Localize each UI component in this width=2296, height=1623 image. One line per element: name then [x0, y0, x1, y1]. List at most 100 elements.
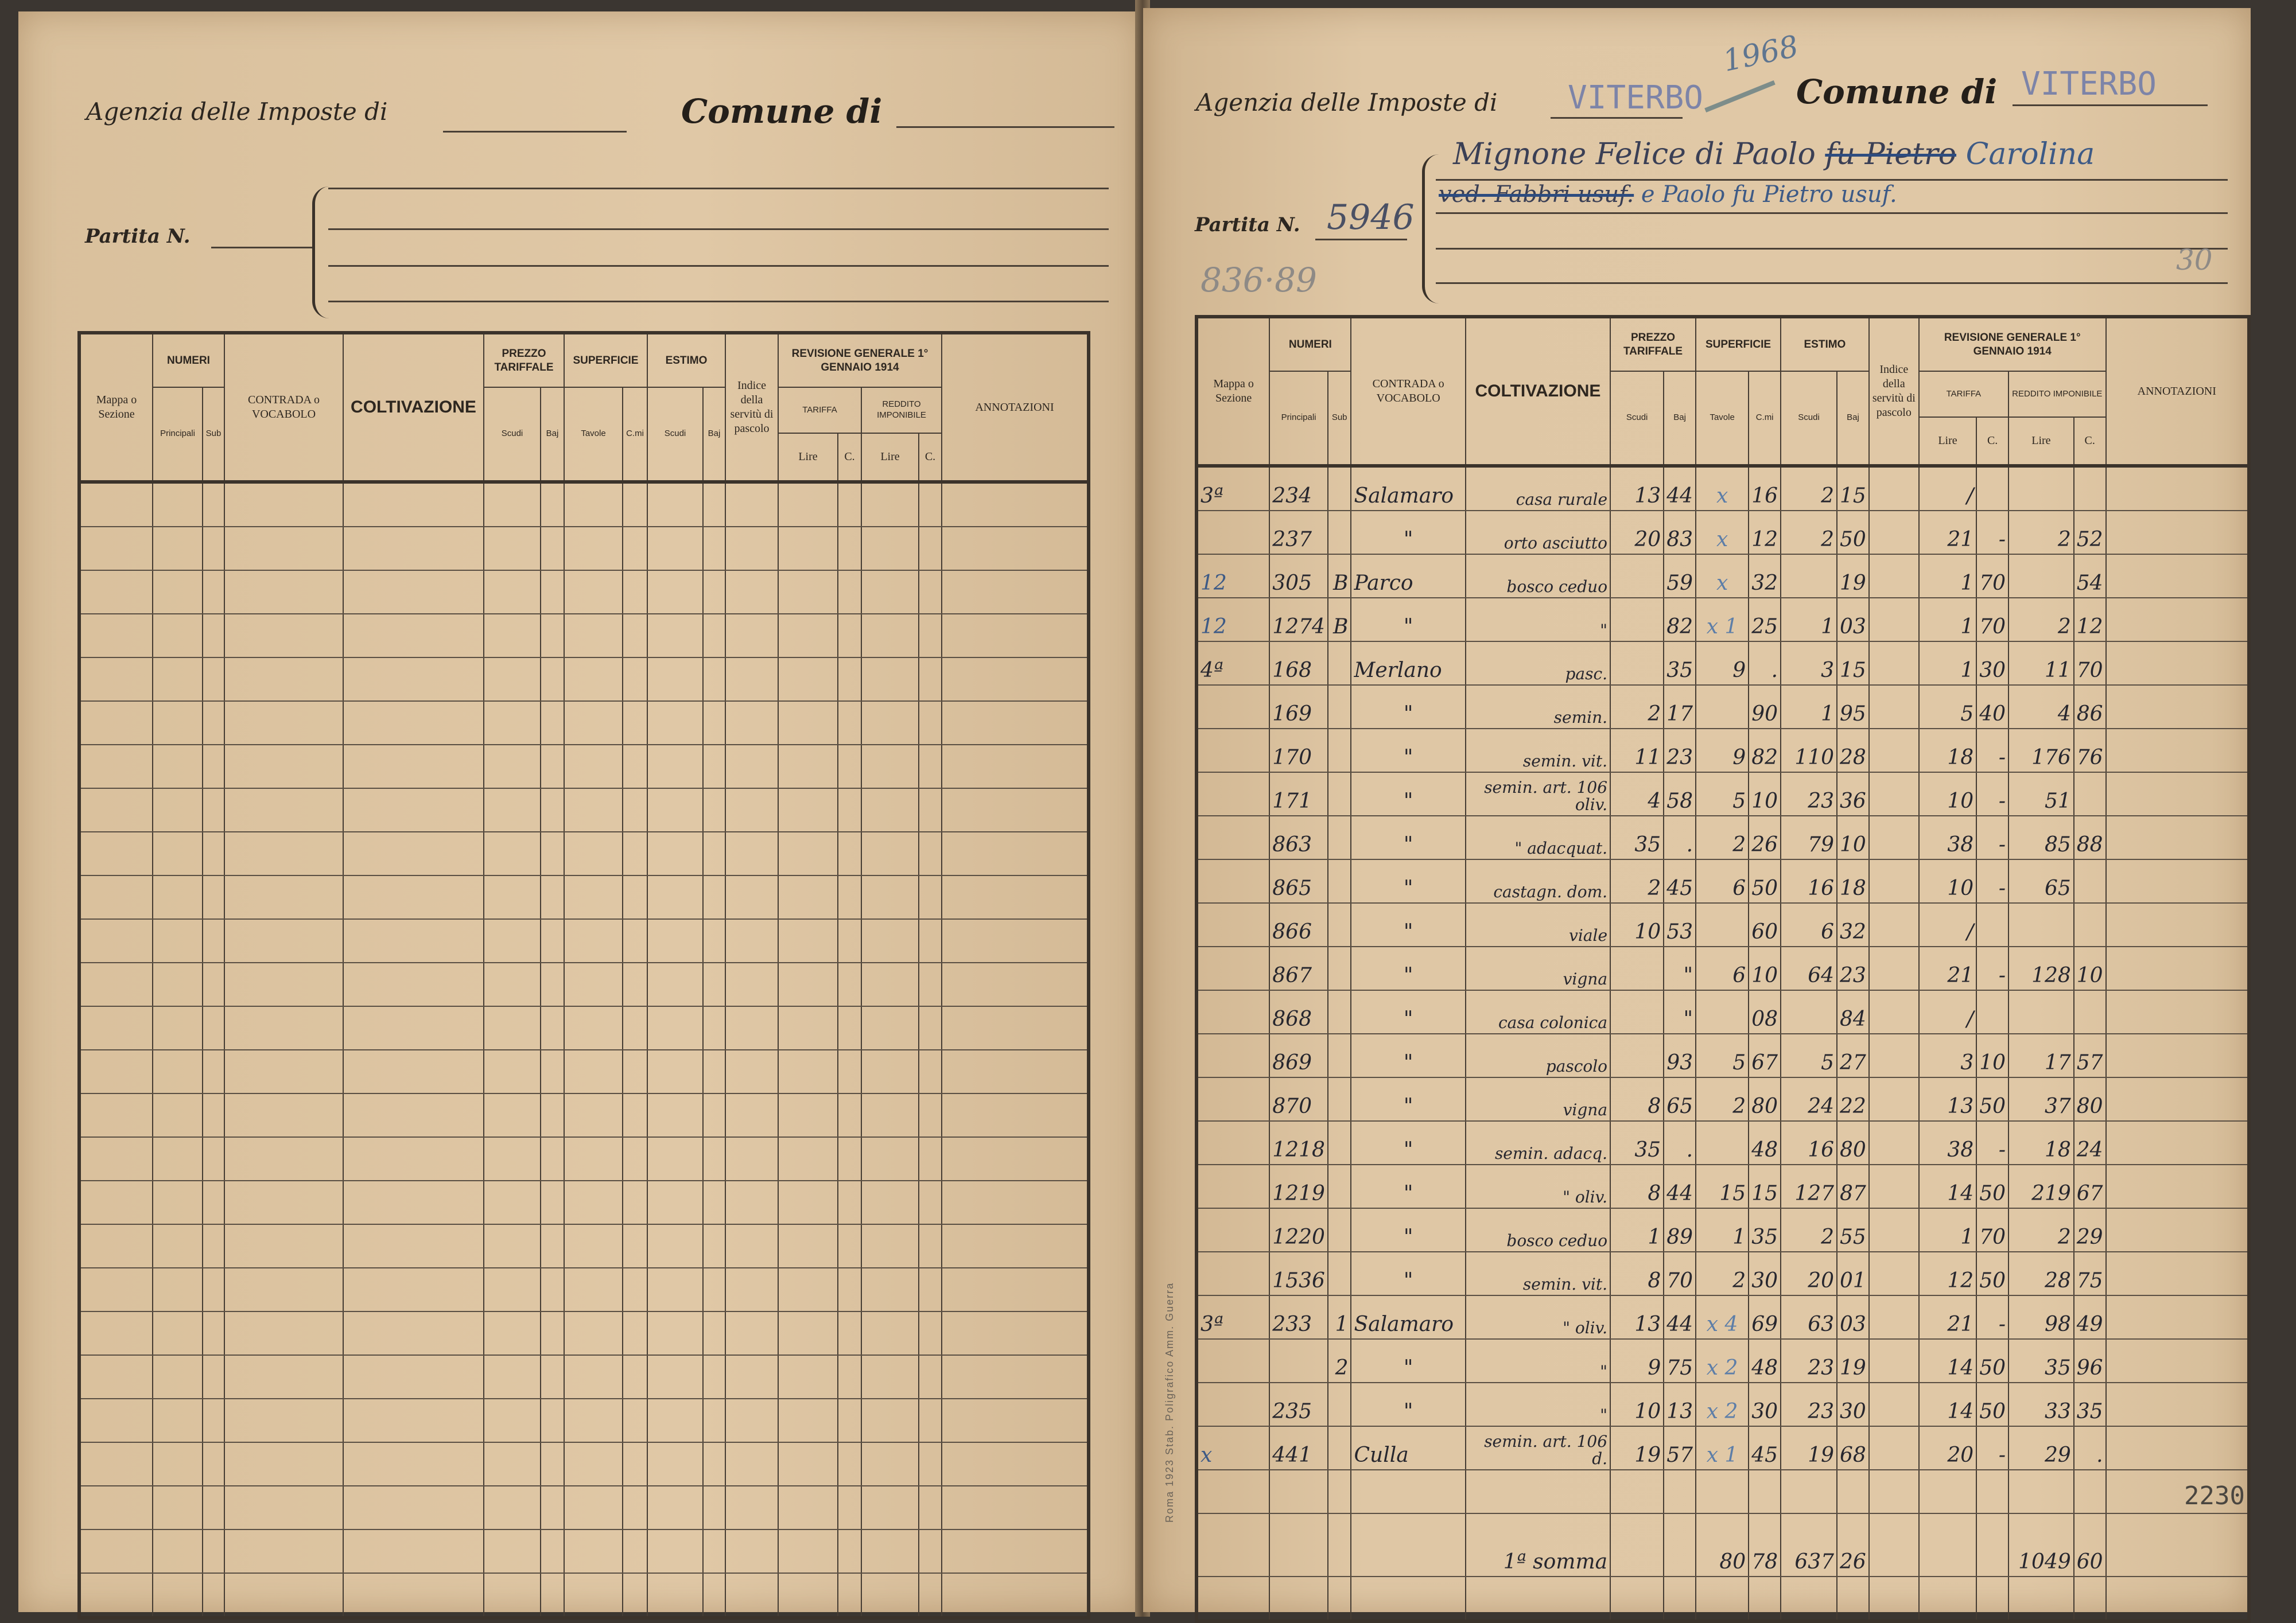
cell-contrada: " — [1350, 990, 1466, 1034]
cell-mappa — [79, 1355, 153, 1399]
cell-s_cmi — [622, 482, 648, 527]
cell-r_c: 54 — [2073, 554, 2107, 598]
cell-principale — [152, 1093, 203, 1138]
cell-s_tavole: 5 — [1695, 1034, 1750, 1078]
cell-e_baj — [702, 745, 726, 789]
cell-s_cmi — [622, 919, 648, 963]
cell-s_tavole — [564, 1311, 623, 1356]
cell-contrada — [224, 1093, 344, 1138]
cell-s_cmi — [622, 657, 648, 702]
comune-field-line — [896, 126, 1114, 128]
cell-mappa — [79, 1137, 153, 1181]
cell-t_lire: 20 — [1918, 1426, 1978, 1470]
old-reference-note: 836·89 — [1201, 260, 1317, 299]
cell-e_scudi: 24 — [1780, 1077, 1838, 1122]
cell-s_cmi — [622, 1224, 648, 1268]
cell-s_tavole: 6 — [1695, 859, 1750, 904]
cell-principale — [152, 963, 203, 1007]
cell-annotazioni — [2105, 772, 2250, 816]
cell-contrada: " — [1350, 816, 1466, 860]
cell-r_c — [2073, 990, 2107, 1034]
cell-s_tavole: x 2 — [1695, 1339, 1750, 1383]
cell-e_scudi: 16 — [1780, 1121, 1838, 1165]
cell-principale — [152, 1311, 203, 1356]
cell-indice — [725, 1529, 779, 1574]
cell-p_scudi — [483, 1050, 541, 1094]
cell-r_lire — [861, 1311, 919, 1356]
cell-r_c: 96 — [2073, 1339, 2107, 1383]
cell-annotazioni — [2105, 685, 2250, 729]
cell-r_lire: 98 — [2008, 1295, 2074, 1340]
cell-e_baj — [702, 701, 726, 745]
cell-t_lire: 10 — [1918, 859, 1978, 904]
cell-mappa — [1195, 1470, 1271, 1514]
cell-coltivazione: bosco ceduo — [1464, 554, 1611, 598]
header-c: C. — [1976, 417, 2010, 466]
cell-s_tavole — [564, 1050, 623, 1094]
cell-principale: 441 — [1269, 1426, 1328, 1470]
table-row-empty — [79, 745, 1089, 789]
cell-indice — [725, 1224, 779, 1268]
cell-t_lire — [778, 1355, 838, 1399]
cell-coltivazione — [343, 657, 484, 702]
cell-e_baj — [702, 1399, 726, 1443]
cell-mappa — [79, 1311, 153, 1356]
cell-r_c — [918, 919, 942, 963]
cell-r_lire — [861, 527, 919, 571]
cell-r_c — [918, 745, 942, 789]
cell-p_baj: " — [1663, 947, 1697, 991]
cell-p_baj — [540, 1355, 565, 1399]
cell-indice — [1868, 1295, 1920, 1340]
cell-s_tavole — [564, 745, 623, 789]
cell-p_scudi — [483, 1224, 541, 1268]
cell-indice — [725, 614, 779, 658]
header-indice: Indice della servitù di pascolo — [1868, 316, 1920, 466]
cell-principale — [152, 614, 203, 658]
cell-contrada: " — [1350, 1034, 1466, 1078]
cell-t_lire — [778, 1573, 838, 1618]
cell-p_scudi: 9 — [1610, 1339, 1665, 1383]
cell-mappa — [1195, 1339, 1271, 1383]
cell-e_scudi: 23 — [1780, 1383, 1838, 1427]
cell-p_baj: 89 — [1663, 1208, 1697, 1252]
cell-p_scudi: 8 — [1610, 1165, 1665, 1209]
cell-contrada — [224, 1311, 344, 1356]
table-row: 869 " pascolo 93 5 67 5 27 3 10 17 57 — [1195, 1034, 2250, 1078]
cell-principale: 234 — [1269, 466, 1328, 511]
cell-sub — [202, 1093, 225, 1138]
cell-annotazioni — [2105, 598, 2250, 642]
cell-p_scudi — [483, 570, 541, 614]
agenzia-value-stamp: VITERBO — [1568, 79, 1704, 116]
cell-mappa — [79, 1442, 153, 1486]
cell-p_baj — [1663, 1577, 1697, 1622]
header-annotazioni: ANNOTAZIONI — [941, 332, 1089, 482]
cell-e_baj: 23 — [1836, 947, 1870, 991]
cell-t_lire — [778, 1486, 838, 1530]
cell-s_tavole: x 4 — [1695, 1295, 1750, 1340]
cell-mappa — [79, 1399, 153, 1443]
cell-annotazioni — [941, 1355, 1089, 1399]
cell-r_lire — [861, 788, 919, 832]
cell-mappa — [1195, 1252, 1271, 1296]
cell-r_c: 52 — [2073, 511, 2107, 555]
cell-r_c — [918, 657, 942, 702]
cell-e_baj — [702, 1006, 726, 1050]
cell-s_tavole — [564, 875, 623, 920]
cell-coltivazione — [343, 1181, 484, 1225]
right-ledger-table: Mappa o Sezione NUMERI CONTRADA o VOCABOLO… — [1195, 315, 2251, 1623]
cell-principale — [152, 1224, 203, 1268]
owner-line — [328, 265, 1109, 267]
cell-e_scudi — [647, 745, 704, 789]
cell-e_baj — [702, 1573, 726, 1618]
cell-r_lire — [2008, 990, 2074, 1034]
cell-e_baj — [702, 1486, 726, 1530]
header-principali: Principali — [1269, 371, 1328, 466]
cell-annotazioni — [2105, 947, 2250, 991]
cell-r_lire — [861, 963, 919, 1007]
printer-credit: Roma 1923 Stab. Poligrafico Amm. Guerra — [1164, 1282, 1175, 1523]
header-reddito: REDDITO IMPONIBILE — [861, 387, 942, 434]
cell-sub — [1327, 1577, 1352, 1622]
cell-mappa — [79, 1181, 153, 1225]
cell-s_cmi: 90 — [1748, 685, 1782, 729]
header-scudi: Scudi — [1780, 371, 1838, 466]
